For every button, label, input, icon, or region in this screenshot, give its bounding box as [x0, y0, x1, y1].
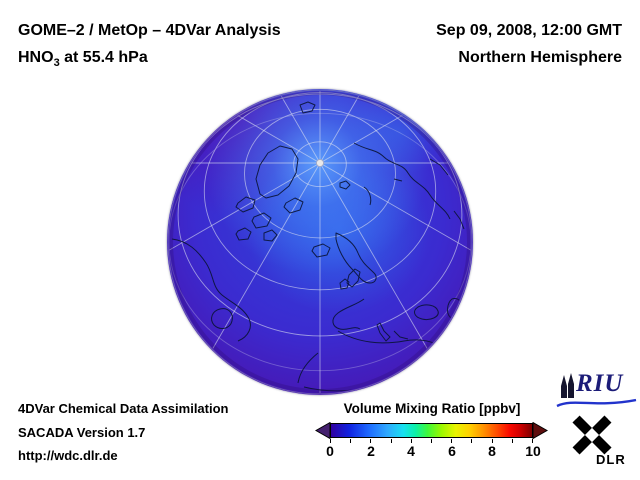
dlr-logo-text: DLR [596, 452, 626, 467]
pressure-level-label: at 55.4 hPa [59, 49, 148, 66]
colorbar-tick-label-6: 6 [448, 443, 456, 459]
map-overlay [167, 89, 473, 395]
dlr-logo: DLR [570, 415, 636, 470]
credit-line-2: SACADA Version 1.7 [18, 425, 146, 440]
credit-line-1: 4DVar Chemical Data Assimilation [18, 401, 229, 416]
hemisphere-map [167, 89, 473, 395]
colorbar: Volume Mixing Ratio [ppbv] 0 2 4 6 8 10 [312, 395, 552, 467]
colorbar-tick-label-0: 0 [326, 443, 334, 459]
dlr-wing-icon [572, 415, 612, 455]
colorbar-tick-label-8: 8 [488, 443, 496, 459]
colorbar-tick-label-2: 2 [367, 443, 375, 459]
riu-logo: RIU [556, 370, 638, 410]
riu-logo-text: RIU [576, 370, 624, 397]
colorbar-left-arrow-icon [315, 422, 331, 439]
colorbar-title: Volume Mixing Ratio [ppbv] [343, 401, 521, 416]
colorbar-tick-label-4: 4 [407, 443, 415, 459]
plot-title-line1: GOME–2 / MetOp – 4DVar Analysis [18, 22, 281, 39]
cathedral-icon [561, 373, 574, 398]
colorbar-tick-label-10: 10 [525, 443, 541, 459]
species-subscript: 3 [53, 57, 60, 69]
plot-title-line2: HNO3 at 55.4 hPa [18, 44, 281, 77]
hemisphere-label: Northern Hemisphere [458, 49, 622, 66]
credit-url: http://wdc.dlr.de [18, 448, 118, 463]
north-pole-dot [316, 159, 324, 167]
datetime-label: Sep 09, 2008, 12:00 GMT [436, 22, 622, 39]
colorbar-gradient [330, 423, 533, 438]
colorbar-ticks [330, 439, 533, 443]
species-label: HNO [18, 49, 54, 66]
colorbar-right-arrow-icon [532, 422, 548, 439]
plot-datetime-block: Sep 09, 2008, 12:00 GMT Northern Hemisph… [436, 17, 622, 71]
graticule-meridians [169, 91, 471, 393]
globe-rim [167, 89, 473, 395]
plot-title-block: GOME–2 / MetOp – 4DVar Analysis HNO3 at … [18, 17, 281, 77]
riu-swoosh-icon [556, 398, 637, 408]
